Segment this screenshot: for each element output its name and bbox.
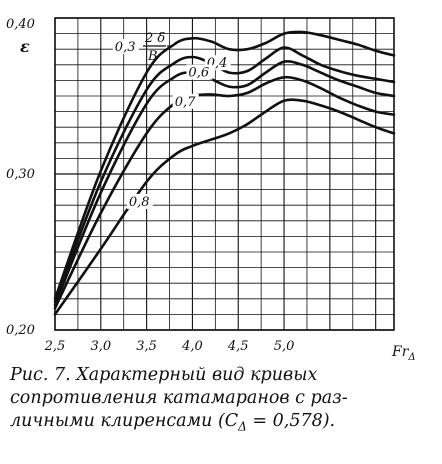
x-tick-label: 2,5 [44, 339, 66, 354]
series-label: 0,3 [115, 40, 136, 55]
parameter-label-numerator: 2 δ [144, 31, 165, 46]
chart-grid [54, 17, 394, 331]
series-line [53, 60, 396, 307]
figure-caption: Рис. 7. Характерный вид кривых сопротивл… [10, 364, 438, 439]
resistance-chart: 2,5 3,0 3,5 4,0 4,5 5,0 0,200,300,40 0,30,40,… [6, 17, 416, 362]
series-line [53, 98, 396, 316]
caption-line-1: Рис. 7. Характерный вид кривых [10, 365, 318, 385]
caption-line-3-sub: Δ [238, 419, 247, 434]
chart-axes [54, 17, 395, 331]
series-label-bg [112, 39, 139, 54]
y-tick-labels: 0,20 0,30 0,40 [6, 17, 35, 338]
caption-line-2: сопротивления катамаранов с раз- [10, 388, 348, 408]
x-tick-label: 3,0 [90, 339, 111, 354]
x-tick-labels: 2,5 3,0 3,5 4,0 4,5 5,0 [44, 339, 295, 354]
series-lines [53, 30, 396, 316]
caption-line-3-start: личными клиренсами (C [10, 411, 239, 431]
series-line [53, 30, 396, 301]
x-tick-label: 4,5 [227, 339, 249, 354]
series-label-bg [186, 64, 213, 80]
series-line [53, 46, 396, 304]
series-label: 0,8 [129, 195, 150, 210]
x-axis-label-main: Fr [391, 344, 410, 360]
series-label: 0,7 [175, 95, 196, 110]
y-tick-label: 0,20 [6, 323, 35, 338]
x-tick-label: 3,5 [136, 339, 157, 354]
y-tick-label: 0,40 [6, 17, 35, 32]
series-labels: 0,30,40,60,70,8 [112, 39, 231, 210]
series-label-bg [172, 93, 199, 109]
x-axis-label-sub: Δ [407, 352, 415, 362]
series-line [53, 75, 396, 310]
y-axis-label: ε [20, 37, 30, 56]
caption-line-3: личными клиренсами (CΔ = 0,578). [10, 410, 438, 439]
x-axis-label: FrΔ [391, 344, 416, 362]
y-tick-label: 0,30 [6, 167, 35, 182]
parameter-label-denominator: B [147, 49, 158, 64]
x-tick-label: 5,0 [274, 339, 295, 354]
caption-line-3-end: = 0,578). [246, 411, 336, 431]
x-tick-label: 4,0 [181, 339, 203, 354]
plot-frame [54, 17, 395, 331]
parameter-label: 2 δ B [143, 31, 173, 64]
series-label-bg [126, 193, 153, 209]
series-label: 0,6 [188, 66, 209, 81]
